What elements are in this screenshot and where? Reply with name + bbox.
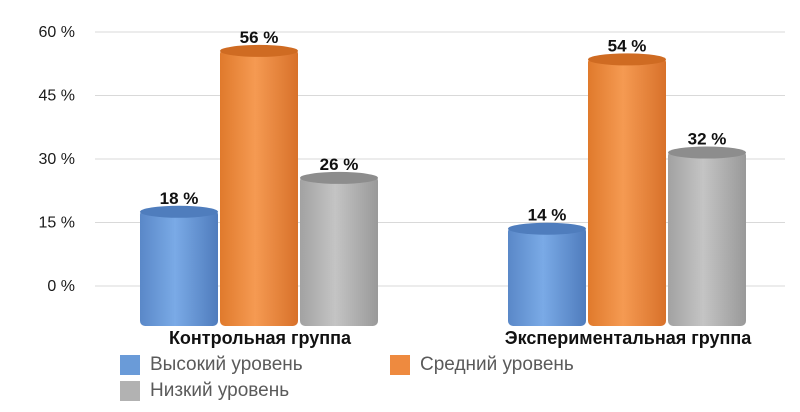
category-label: Контрольная группа [169,328,352,348]
bar-top [668,146,746,159]
bar-low-1 [300,171,378,326]
category-label: Экспериментальная группа [505,328,752,348]
legend-label-high: Высокий уровень [150,354,303,375]
legend-item-high: Высокий уровень [120,354,303,376]
bar-top [300,171,378,184]
legend-item-low: Низкий уровень [120,380,289,402]
data-label: 14 % [528,206,567,225]
bar-medium-1 [220,44,298,326]
data-label: 26 % [320,155,359,174]
bar-body [220,48,298,326]
legend-swatch-high [120,355,140,375]
legend-swatch-low [120,381,140,401]
bar-high-2 [508,222,586,326]
y-tick-label: 30 % [39,151,75,168]
data-label: 54 % [608,36,647,55]
bar-medium-2 [588,53,666,327]
bar-top [588,53,666,66]
data-label: 32 % [688,130,727,149]
bar-body [668,150,746,326]
bar-low-2 [668,146,746,326]
legend-label-low: Низкий уровень [150,380,290,401]
bar-top [508,222,586,235]
bar-body [300,175,378,326]
bar-body [508,226,586,326]
y-tick-label: 0 % [47,278,75,295]
bar-top [220,44,298,57]
data-label: 56 % [240,28,279,47]
legend-item-medium: Средний уровень [390,354,574,376]
y-tick-label: 15 % [39,215,75,232]
bar-body [588,57,666,327]
legend-label-medium: Средний уровень [420,354,574,375]
bar-body [140,209,218,326]
data-label: 18 % [160,189,199,208]
bar-top [140,205,218,218]
bar-high-1 [140,205,218,326]
legend-swatch-medium [390,355,410,375]
y-tick-label: 60 % [39,24,75,41]
y-tick-label: 45 % [39,88,75,105]
